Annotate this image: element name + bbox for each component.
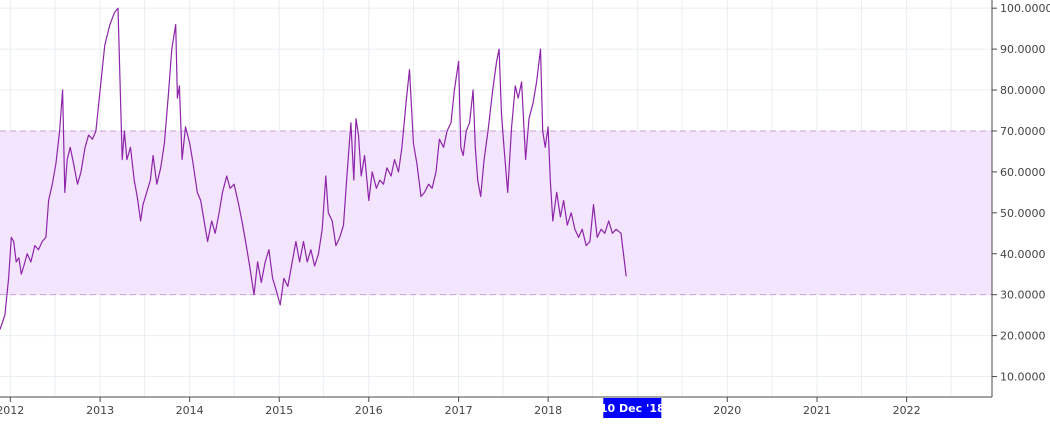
axis-layer: [0, 0, 993, 398]
y-tick-label: 20.0000: [1000, 330, 1046, 343]
x-tick-layer: 2012 2013 2014 2015 2016 2017 2018 2020 2021 2022: [0, 397, 921, 417]
x-tick-label: 2016: [355, 404, 383, 417]
crosshair-badge-layer: 10 Dec '18: [600, 398, 665, 418]
y-tick-label: 40.0000: [1000, 248, 1046, 261]
series-line: [0, 7, 627, 330]
y-tick-label: 50.0000: [1000, 207, 1046, 220]
x-tick-label: 2021: [803, 404, 831, 417]
band-layer: [0, 130, 992, 296]
y-tick-label: 10.0000: [1000, 371, 1046, 384]
x-tick-label: 2018: [534, 404, 562, 417]
series-layer: [0, 7, 627, 330]
x-tick-label: 2014: [176, 404, 204, 417]
y-tick-label: 70.0000: [1000, 125, 1046, 138]
y-tick-layer: 10.0000 20.0000 30.0000 40.0000 50.0000 60.00…: [992, 2, 1050, 384]
x-tick-label: 2015: [265, 404, 293, 417]
y-tick-label: 30.0000: [1000, 289, 1046, 302]
y-tick-label: 100.0000: [1000, 2, 1050, 15]
x-tick-label: 2012: [0, 404, 24, 417]
x-tick-label: 2020: [713, 404, 741, 417]
y-tick-label: 80.0000: [1000, 84, 1046, 97]
x-tick-label: 2013: [86, 404, 114, 417]
x-tick-label: 2022: [893, 404, 921, 417]
x-tick-label: 2017: [445, 404, 473, 417]
y-tick-label: 90.0000: [1000, 43, 1046, 56]
crosshair-date-badge: [603, 398, 662, 418]
overbought-oversold-band: [0, 130, 992, 295]
y-tick-label: 60.0000: [1000, 166, 1046, 179]
crosshair-date-label: 10 Dec '18: [600, 402, 665, 415]
